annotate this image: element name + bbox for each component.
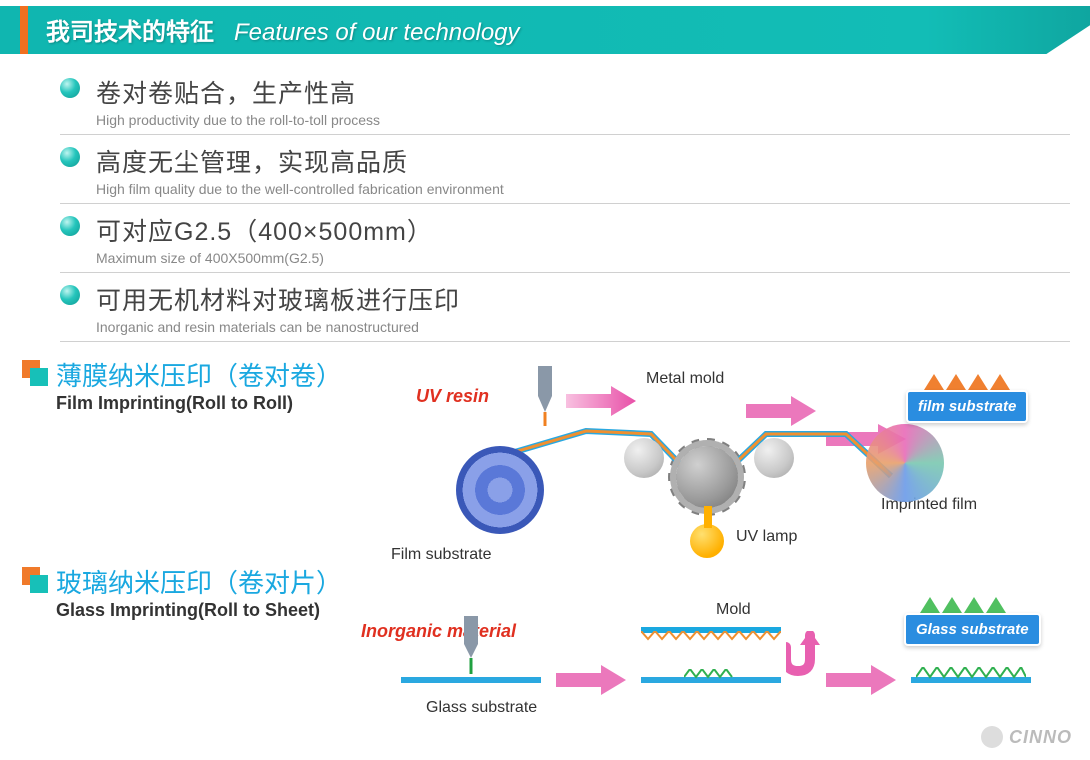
- header-title: 我司技术的特征 Features of our technology: [46, 12, 520, 47]
- uv-stem: [704, 506, 712, 528]
- bullet-icon: [60, 285, 80, 305]
- bullet-cn: 可用无机材料对玻璃板进行压印: [96, 281, 1070, 317]
- header-title-cn: 我司技术的特征: [46, 19, 214, 46]
- callout-film: film substrate: [906, 376, 1028, 423]
- section-icon: [22, 567, 46, 591]
- feature-bullets: 卷对卷贴合，生产性高 High productivity due to the …: [60, 66, 1090, 342]
- callout-label: film substrate: [906, 390, 1028, 423]
- watermark-icon: [981, 726, 1003, 748]
- arrow-icon: [826, 665, 896, 695]
- uv-lamp-icon: [690, 524, 724, 558]
- bullet-cn: 高度无尘管理，实现高品质: [96, 143, 1070, 179]
- bullet-4: 可用无机材料对玻璃板进行压印 Inorganic and resin mater…: [60, 273, 1070, 342]
- arrow-icon: [556, 665, 626, 695]
- arrow-icon: [566, 386, 636, 416]
- bullet-en: Maximum size of 400X500mm(G2.5): [96, 250, 1070, 266]
- label-uv-lamp: UV lamp: [736, 528, 797, 546]
- label-metal-mold: Metal mold: [646, 370, 724, 388]
- label-inorganic: Inorganic material: [361, 621, 516, 642]
- bullet-2: 高度无尘管理，实现高品质 High film quality due to th…: [60, 135, 1070, 204]
- diagram-roll-to-roll: UV resin Metal mold Film substrate UV la…: [56, 356, 1090, 561]
- bullet-1: 卷对卷贴合，生产性高 High productivity due to the …: [60, 66, 1070, 135]
- u-arrow-icon: [786, 631, 826, 677]
- bullet-cn: 卷对卷贴合，生产性高: [96, 74, 1070, 110]
- nano-structure: [916, 667, 1026, 679]
- section-glass-imprinting: 玻璃纳米压印（卷对片） Glass Imprinting(Roll to She…: [0, 563, 1090, 716]
- callout-label: Glass substrate: [904, 613, 1041, 646]
- bullet-icon: [60, 216, 80, 236]
- label-film-substrate: Film substrate: [391, 546, 491, 564]
- roller-small: [754, 438, 794, 478]
- bullet-en: High productivity due to the roll-to-tol…: [96, 112, 1070, 128]
- section-icon: [22, 360, 46, 384]
- label-uv-resin: UV resin: [416, 386, 489, 407]
- callout-glass: Glass substrate: [904, 599, 1041, 646]
- diagram-roll-to-sheet: Inorganic material Mold Glass substrate: [56, 581, 1090, 716]
- bullet-icon: [60, 147, 80, 167]
- mold-teeth: [641, 631, 781, 641]
- label-glass-substrate: Glass substrate: [426, 699, 537, 717]
- roller-small: [624, 438, 664, 478]
- watermark-text: CINNO: [1009, 727, 1072, 748]
- resin-deposit: [684, 669, 736, 679]
- watermark: CINNO: [981, 726, 1072, 748]
- header-title-en: Features of our technology: [234, 19, 520, 46]
- roll-imprinted: [866, 424, 944, 502]
- nozzle-icon: [454, 616, 488, 674]
- label-mold: Mold: [716, 601, 751, 619]
- bullet-3: 可对应G2.5（400×500mm） Maximum size of 400X5…: [60, 204, 1070, 273]
- header-banner: 我司技术的特征 Features of our technology: [0, 6, 1090, 54]
- bullet-en: Inorganic and resin materials can be nan…: [96, 319, 1070, 335]
- bullet-en: High film quality due to the well-contro…: [96, 181, 1070, 197]
- header-accent-bar: [20, 6, 28, 54]
- gear-mold: [676, 446, 738, 508]
- glass-line: [401, 677, 541, 683]
- bullet-cn: 可对应G2.5（400×500mm）: [96, 212, 1070, 248]
- bullet-icon: [60, 78, 80, 98]
- section-film-imprinting: 薄膜纳米压印（卷对卷） Film Imprinting(Roll to Roll…: [0, 356, 1090, 561]
- roll-substrate: [456, 446, 544, 534]
